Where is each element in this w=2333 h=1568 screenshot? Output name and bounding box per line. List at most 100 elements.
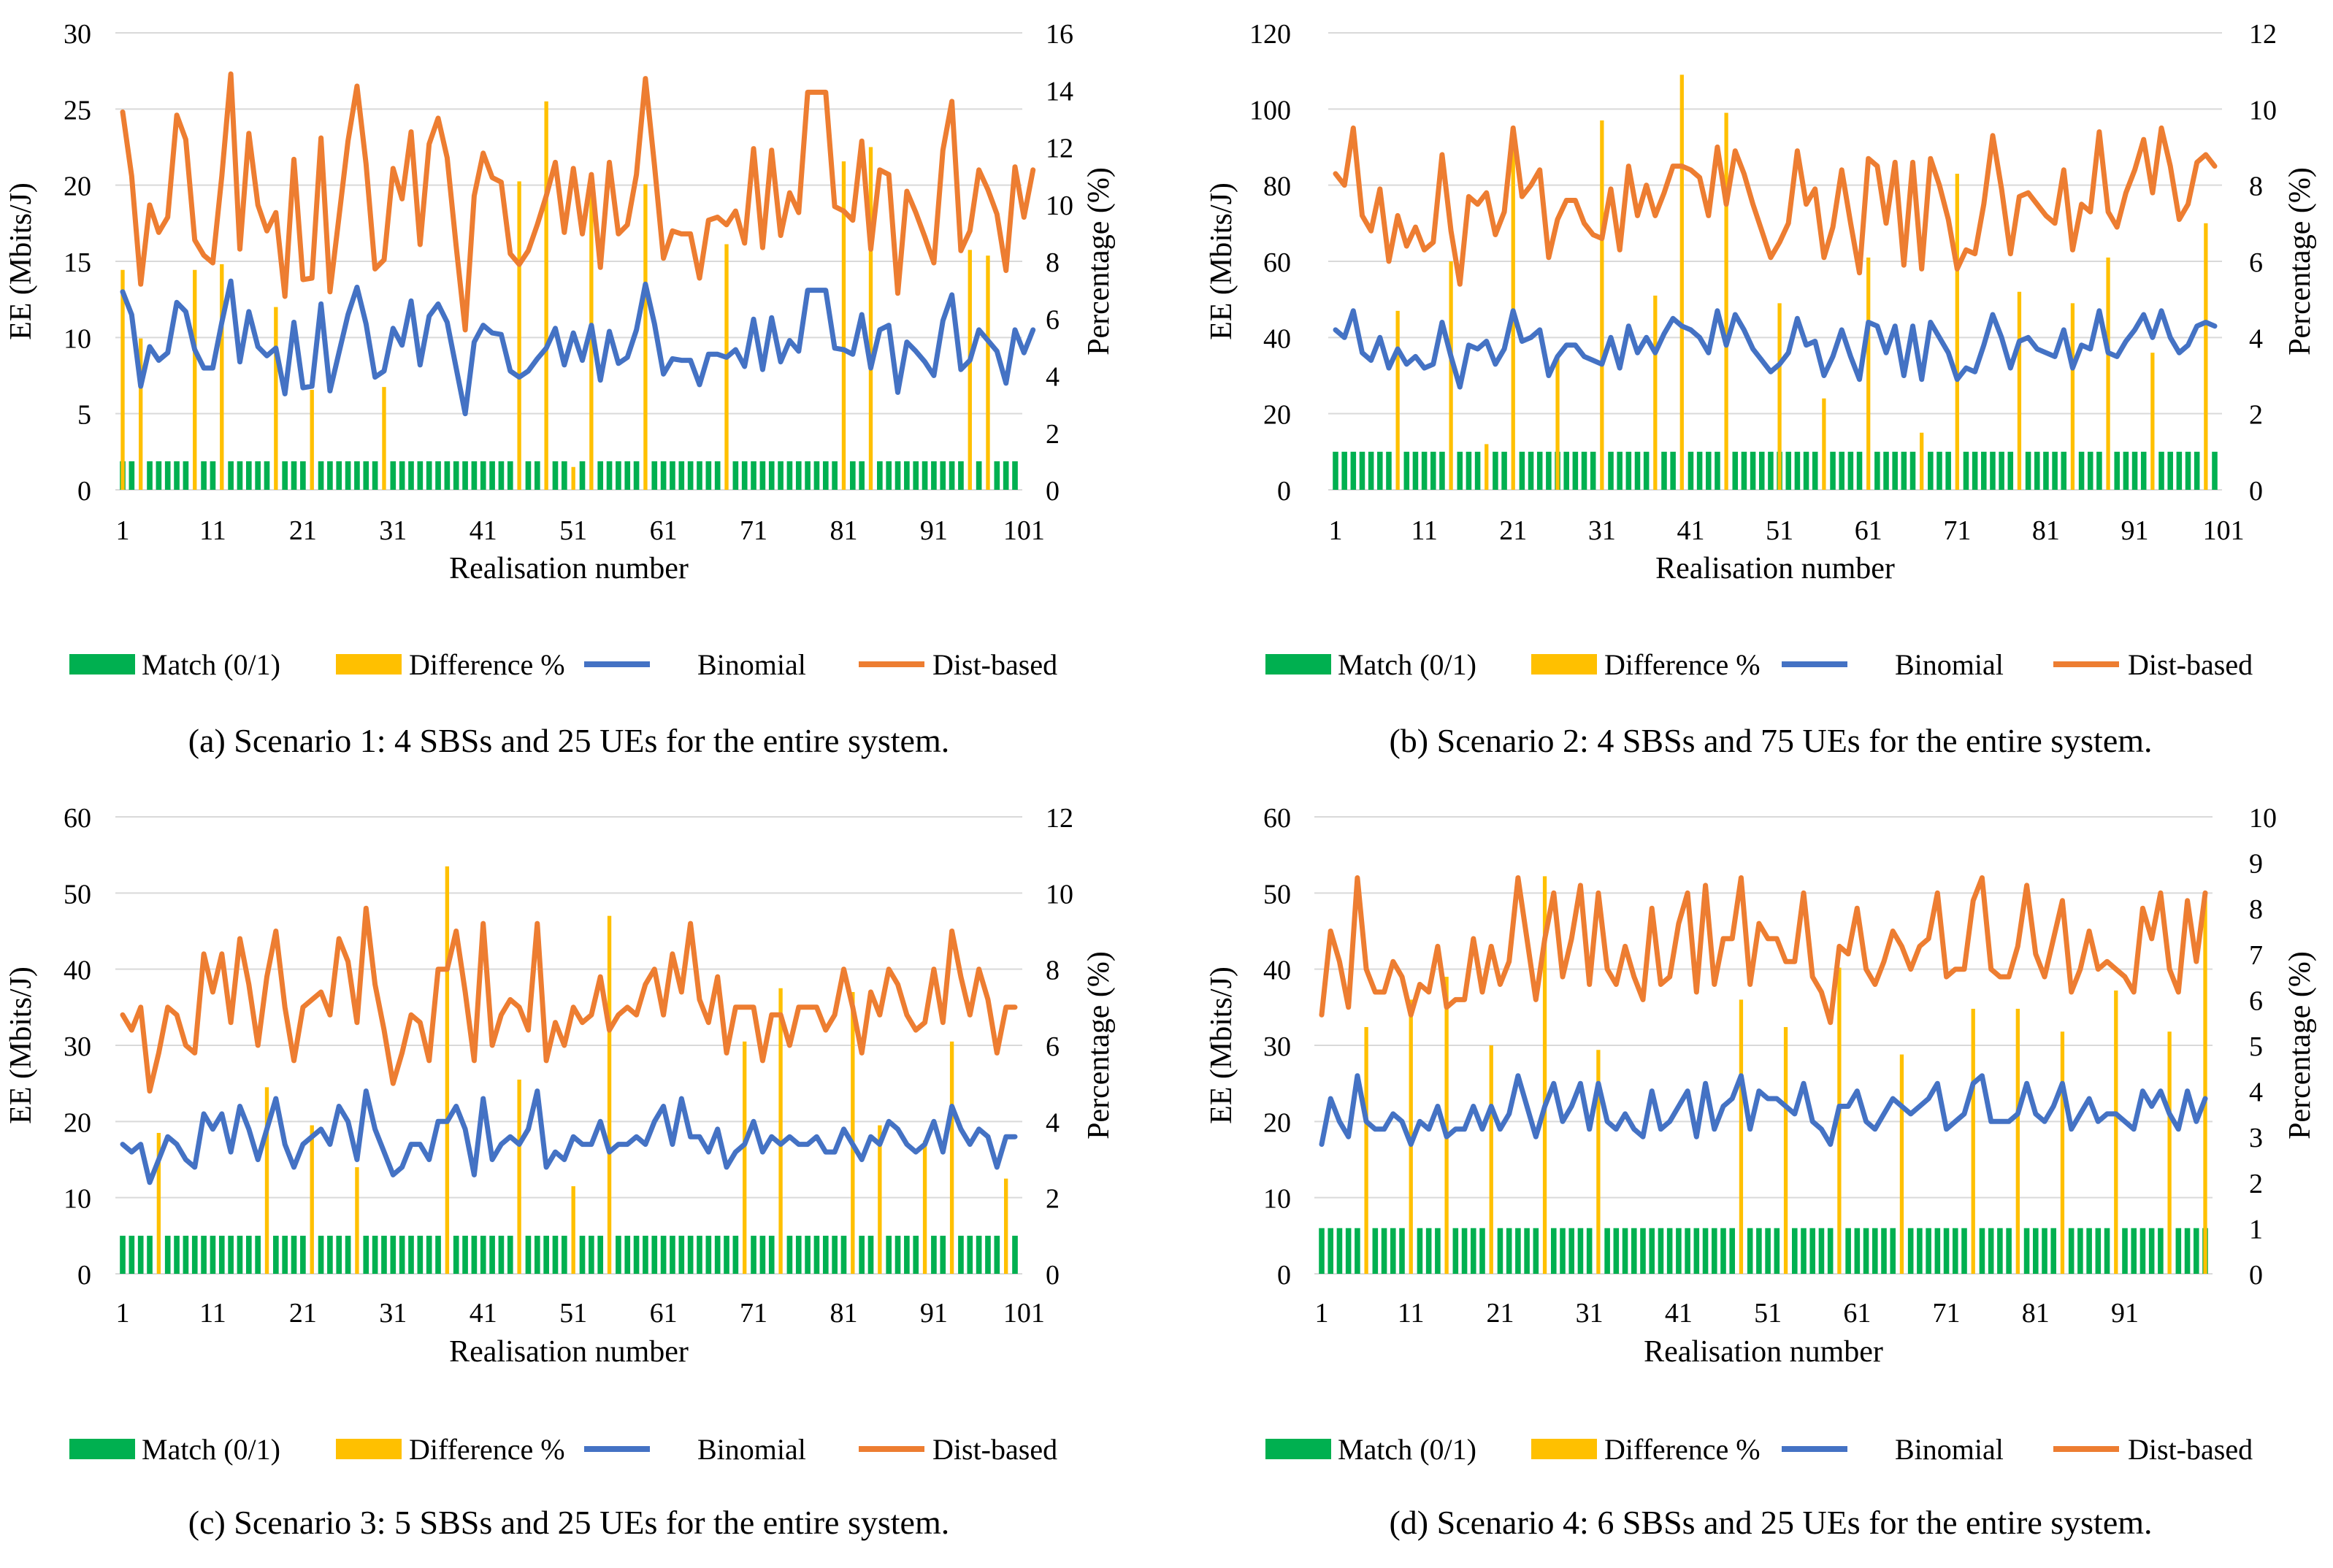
match-bar	[1604, 1228, 1610, 1274]
match-bar	[417, 1235, 424, 1274]
match-bar	[1319, 1228, 1325, 1274]
match-bar	[687, 1235, 694, 1274]
match-bar	[255, 461, 261, 490]
match-bar	[1907, 1228, 1914, 1274]
match-bar	[291, 461, 297, 490]
match-bar	[670, 461, 675, 490]
difference-bar	[571, 1186, 575, 1274]
match-bar	[1622, 1228, 1628, 1274]
difference-bar	[517, 1079, 521, 1274]
difference-bar	[1555, 356, 1560, 490]
x-axis-title: Realisation number	[449, 1335, 689, 1369]
difference-bar	[643, 184, 648, 491]
figure-caption: (b) Scenario 2: 4 SBSs and 75 UEs for th…	[1389, 722, 2152, 759]
match-bar	[633, 461, 640, 490]
match-bar	[994, 461, 1000, 490]
match-bar	[2193, 1228, 2199, 1274]
match-bar	[1631, 1228, 1637, 1274]
match-bar	[318, 461, 324, 490]
match-bar	[1586, 1228, 1593, 1274]
x-tick-label: 71	[1943, 515, 1971, 546]
y2-tick-label: 2	[2249, 400, 2263, 431]
match-bar	[1403, 451, 1410, 490]
match-bar	[2034, 451, 2040, 490]
binomial-line	[120, 1088, 1018, 1185]
match-bar	[318, 1235, 324, 1274]
y-tick-label: 10	[1263, 1184, 1291, 1215]
match-bar	[147, 461, 153, 490]
match-bar	[2184, 1228, 2191, 1274]
match-bar	[1936, 451, 1942, 490]
legend-swatch-match	[69, 654, 135, 675]
match-bar	[282, 1235, 288, 1274]
y-tick-label: 50	[64, 879, 91, 910]
y-tick-label: 25	[64, 95, 91, 126]
difference-bar	[1822, 398, 1826, 490]
match-bar	[2043, 451, 2049, 490]
y2-tick-label: 10	[2249, 803, 2277, 834]
match-bar	[245, 461, 252, 490]
y2-tick-label: 0	[2249, 1260, 2263, 1291]
match-bar	[218, 1235, 225, 1274]
x-tick-label: 1	[1315, 1298, 1329, 1329]
legend-label: Match (0/1)	[1338, 648, 1476, 681]
match-bar	[1435, 1228, 1441, 1274]
y2-tick-label: 12	[1046, 803, 1073, 834]
match-bar	[300, 1235, 306, 1274]
match-bar	[1493, 451, 1498, 490]
match-bar	[1572, 451, 1579, 490]
y2-tick-label: 14	[1046, 76, 1073, 107]
match-bar	[2032, 1228, 2039, 1274]
match-bar	[498, 1235, 505, 1274]
y2-tick-label: 4	[1046, 1107, 1060, 1138]
match-bar	[525, 461, 532, 490]
match-bar	[894, 1235, 901, 1274]
legend-label: Difference %	[409, 1433, 565, 1466]
match-bar	[1928, 451, 1934, 490]
dist-based-line	[120, 71, 1036, 333]
y-tick-label: 120	[1249, 19, 1291, 50]
x-axis-title: Realisation number	[1644, 1335, 1883, 1369]
difference-bar	[544, 101, 548, 490]
match-bar	[1909, 451, 1916, 490]
match-bar	[1328, 1228, 1334, 1274]
match-bar	[1785, 451, 1792, 490]
match-bar	[1649, 1228, 1655, 1274]
y2-tick-label: 1	[2249, 1214, 2263, 1245]
match-bar	[363, 461, 369, 490]
match-bar	[2194, 451, 2200, 490]
difference-bar	[986, 255, 990, 490]
match-bar	[462, 461, 468, 490]
y-tick-label: 60	[1263, 803, 1291, 834]
match-bar	[949, 461, 955, 490]
legend-label: Dist-based	[932, 1433, 1057, 1466]
match-bar	[2131, 451, 2138, 490]
legend-swatch-match	[1265, 654, 1331, 675]
match-bar	[913, 461, 919, 490]
x-tick-label: 41	[1677, 515, 1704, 546]
y2-tick-label: 6	[1046, 1031, 1060, 1062]
y2-tick-label: 5	[2249, 1031, 2263, 1062]
match-bar	[732, 461, 739, 490]
match-bar	[1676, 1228, 1682, 1274]
match-bar	[1961, 1228, 1967, 1274]
y2-tick-label: 10	[1046, 191, 1073, 221]
match-bar	[237, 461, 243, 490]
match-bar	[1519, 451, 1525, 490]
match-bar	[643, 1235, 648, 1274]
match-bar	[372, 1235, 378, 1274]
match-bar	[705, 1235, 712, 1274]
match-bar	[940, 1235, 946, 1274]
match-bar	[660, 461, 667, 490]
match-bar	[1688, 451, 1694, 490]
y2-tick-label: 2	[1046, 419, 1060, 450]
difference-bar	[868, 147, 873, 490]
difference-bar	[1899, 1054, 1904, 1274]
match-bar	[1345, 1228, 1352, 1274]
difference-bar	[2167, 1031, 2172, 1274]
difference-bar	[1600, 120, 1604, 490]
match-bar	[471, 461, 478, 490]
match-bar	[1563, 451, 1569, 490]
match-bar	[589, 1235, 594, 1274]
legend-label: Match (0/1)	[142, 648, 280, 681]
